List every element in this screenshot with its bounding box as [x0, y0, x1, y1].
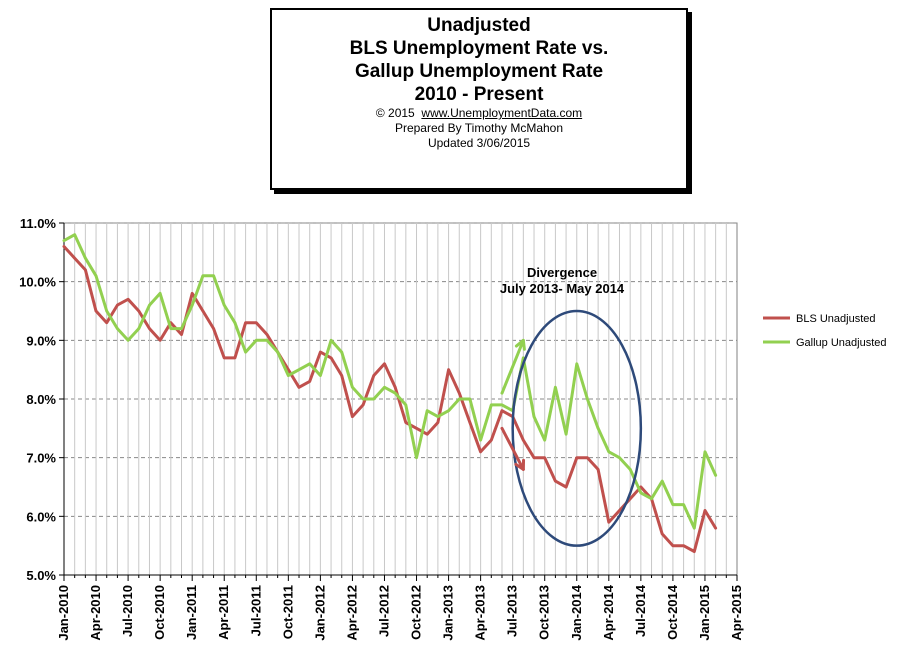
trend-arrow-shaft [500, 426, 525, 471]
y-tick-label: 10.0% [19, 275, 56, 290]
x-tick-label: Jul-2010 [120, 585, 135, 637]
chart-title-line-2: BLS Unemployment Rate vs. [349, 38, 609, 59]
x-tick-label: Apr-2011 [216, 585, 231, 640]
divergence-label: Divergence [527, 265, 597, 280]
y-tick-label: 9.0% [26, 333, 56, 348]
legend: BLS Unadjusted Gallup Unadjusted [763, 313, 887, 349]
updated-text: Updated 3/06/2015 [427, 136, 531, 150]
x-tick-label: Apr-2015 [729, 585, 744, 641]
x-tick-label: Apr-2013 [473, 585, 488, 641]
divergence-ellipse [511, 309, 643, 547]
axes: 5.0% 6.0% 7.0% 8.0% 9.0% 10.0% 11.0% Jan-2010 Ap… [19, 216, 744, 641]
x-tick-label: Jan-2010 [56, 585, 71, 641]
chart-subtitle-credit: © 2015 www.UnemploymentData.com [272, 106, 686, 121]
x-tick-label: Jan-2013 [441, 585, 456, 641]
site-link[interactable]: www.UnemploymentData.com [421, 106, 583, 120]
grid-lines [63, 222, 738, 576]
x-tick-label: Oct-2011 [280, 585, 295, 639]
divergence-dates-label: July 2013- May 2014 [500, 281, 625, 296]
trend-arrow-head [514, 458, 526, 471]
x-tick-label: Jan-2015 [697, 585, 712, 641]
series-lines [62, 233, 718, 553]
x-tick-label: Apr-2014 [601, 584, 616, 640]
x-tick-label: Jan-2012 [312, 585, 327, 641]
y-tick-label: 8.0% [26, 392, 56, 407]
x-tick-label: Oct-2012 [409, 585, 424, 640]
trend-arrow-head [514, 338, 526, 351]
y-tick-label: 6.0% [26, 509, 56, 524]
y-tick-label: 5.0% [26, 568, 56, 583]
x-tick-label: Jan-2014 [569, 584, 584, 640]
chart-title-line-4: 2010 - Present [414, 84, 544, 105]
x-tick-label: Oct-2013 [537, 585, 552, 640]
x-tick-label: Jul-2012 [376, 585, 391, 637]
chart-title-box: Unadjusted BLS Unemployment Rate vs. Gal… [270, 8, 688, 190]
y-tick-label: 11.0% [20, 216, 57, 231]
trend-arrow-shaft [500, 338, 525, 395]
series-line-gallup-unadjusted [62, 233, 718, 530]
x-tick-label: Jul-2013 [505, 585, 520, 637]
x-tick-label: Jul-2011 [248, 585, 263, 636]
x-tick-label: Jan-2011 [184, 585, 199, 640]
x-tick-label: Apr-2010 [88, 585, 103, 641]
x-tick-label: Jul-2014 [633, 584, 648, 637]
x-tick-label: Apr-2012 [344, 585, 359, 641]
annotations: Divergence July 2013- May 2014 [500, 265, 643, 547]
chart-title-line-1: Unadjusted [427, 15, 531, 36]
series-line-bls-unadjusted [62, 245, 718, 553]
y-tick-label: 7.0% [26, 451, 56, 466]
chart-title-line-3: Gallup Unemployment Rate [354, 61, 604, 82]
x-tick-label: Oct-2010 [152, 585, 167, 640]
legend-label: Gallup Unadjusted [796, 337, 887, 349]
copyright-text: © 2015 [375, 106, 415, 120]
x-tick-label: Oct-2014 [665, 584, 680, 640]
legend-label: BLS Unadjusted [796, 313, 876, 325]
prepared-by-text: Prepared By Timothy McMahon [394, 121, 564, 135]
